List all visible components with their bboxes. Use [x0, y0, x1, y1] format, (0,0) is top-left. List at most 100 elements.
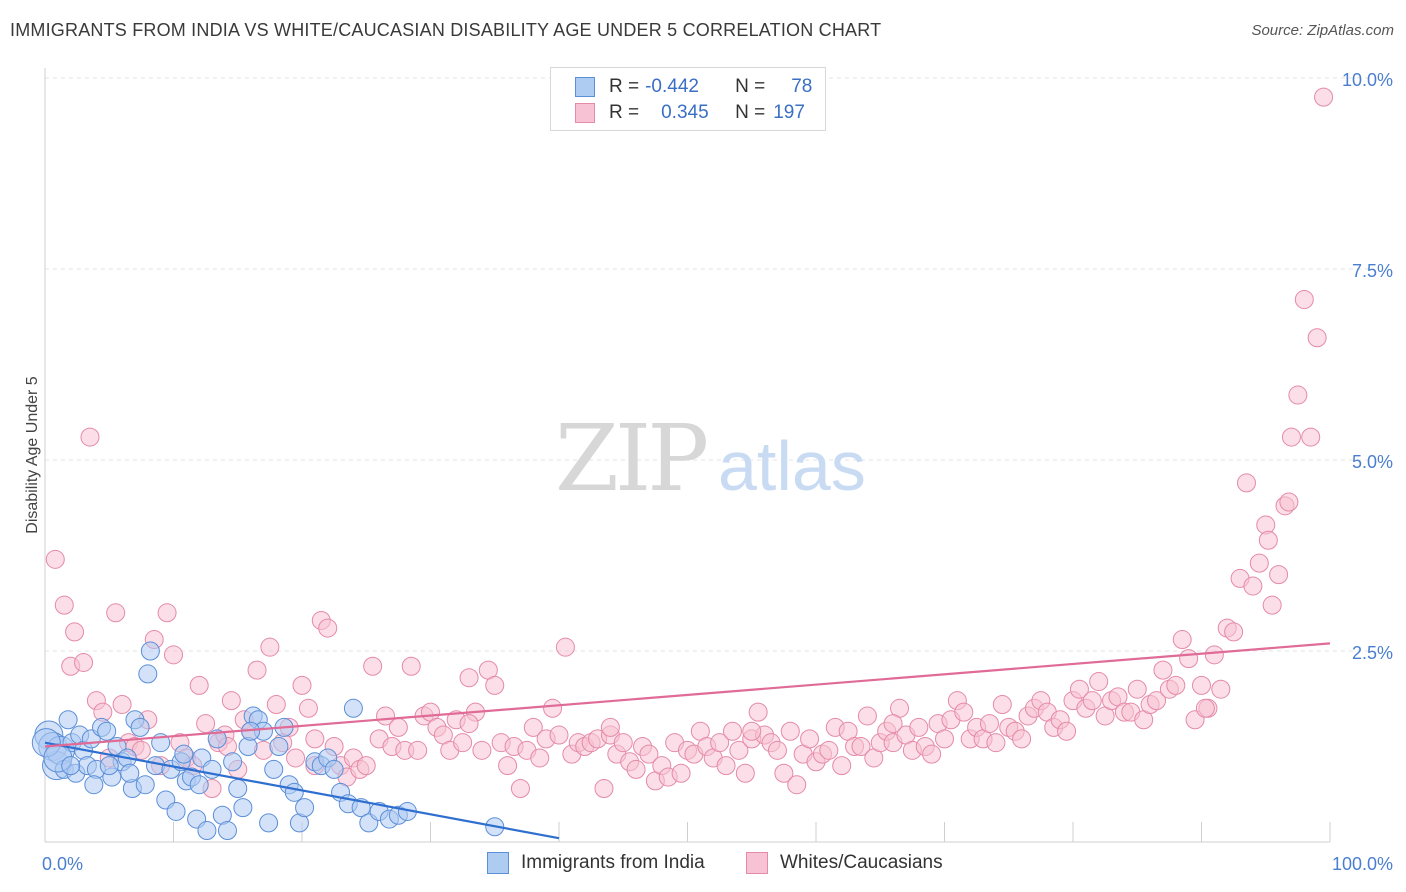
- white-trend-line: [44, 642, 1331, 748]
- white-point: [286, 748, 306, 768]
- white-point: [555, 637, 575, 657]
- y-tick-label: 10.0%: [1342, 70, 1393, 90]
- white-point: [1307, 328, 1327, 348]
- white-point: [388, 717, 408, 737]
- watermark-atlas: atlas: [718, 427, 866, 505]
- white-point: [1166, 675, 1186, 695]
- white-point: [260, 637, 280, 657]
- india-trend-line: [44, 741, 560, 840]
- bottom-legend-label-india: Immigrants from India: [521, 852, 705, 873]
- white-point: [318, 618, 338, 638]
- legend-n-label: N =: [735, 102, 766, 123]
- white-point: [986, 733, 1006, 753]
- white-point: [671, 763, 691, 783]
- white-point: [221, 691, 241, 711]
- white-swatch-icon: [746, 852, 768, 874]
- white-point: [472, 740, 492, 760]
- white-point: [157, 603, 177, 623]
- white-point: [954, 702, 974, 722]
- white-point: [780, 721, 800, 741]
- chart-title: IMMIGRANTS FROM INDIA VS WHITE/CAUCASIAN…: [10, 20, 882, 40]
- white-point: [498, 756, 518, 776]
- white-point: [767, 740, 787, 760]
- white-point: [626, 759, 646, 779]
- white-point: [851, 737, 871, 756]
- india-point: [135, 775, 155, 795]
- india-point: [58, 710, 78, 730]
- white-point: [1243, 576, 1263, 596]
- white-point: [722, 721, 742, 741]
- white-point: [613, 733, 633, 753]
- india-swatch-icon: [575, 77, 595, 97]
- india-point: [264, 759, 284, 779]
- legend-row-india: R = -0.442 N = 78: [575, 76, 812, 98]
- white-point: [1089, 672, 1109, 692]
- legend-r-value-white: 0.345: [661, 102, 709, 123]
- india-point: [228, 779, 248, 799]
- india-point: [130, 717, 150, 737]
- white-point: [1153, 660, 1173, 680]
- white-point: [459, 714, 479, 734]
- india-point: [138, 664, 158, 684]
- correlation-legend: R = -0.442 N = 78 R = 0.345 N = 197: [550, 67, 826, 131]
- bottom-legend-label-white: Whites/Caucasians: [780, 852, 943, 873]
- india-point: [174, 744, 194, 764]
- white-point: [485, 675, 505, 695]
- white-point: [992, 694, 1012, 714]
- white-point: [787, 775, 807, 795]
- y-tick-label: 2.5%: [1352, 643, 1393, 663]
- white-point: [909, 717, 929, 737]
- white-point: [164, 645, 183, 665]
- white-point: [1314, 87, 1334, 107]
- white-point: [600, 717, 620, 737]
- white-point: [1224, 622, 1244, 642]
- india-swatch-icon: [487, 852, 509, 874]
- white-point: [530, 748, 550, 768]
- white-point: [45, 549, 65, 569]
- white-point: [106, 603, 126, 623]
- white-point: [189, 675, 209, 695]
- india-point: [166, 801, 186, 821]
- white-point: [735, 763, 755, 783]
- legend-n-value-white: 197: [773, 102, 805, 123]
- white-point: [883, 714, 903, 734]
- white-point: [543, 698, 563, 718]
- y-axis-label: Disability Age Under 5: [24, 376, 41, 534]
- white-point: [1012, 729, 1032, 749]
- white-point: [1127, 679, 1147, 699]
- white-point: [523, 717, 543, 737]
- white-point: [549, 725, 569, 745]
- white-point: [54, 595, 74, 615]
- white-point: [774, 763, 794, 783]
- y-tick-label: 7.5%: [1352, 261, 1393, 281]
- india-point: [284, 782, 304, 802]
- legend-n-value-india: 78: [791, 76, 813, 97]
- india-point: [324, 759, 344, 779]
- white-point: [1288, 385, 1308, 405]
- white-point: [1236, 473, 1256, 493]
- white-point: [935, 729, 954, 749]
- white-point: [196, 714, 216, 734]
- white-point: [819, 740, 839, 760]
- white-point: [742, 721, 762, 741]
- india-point: [295, 798, 315, 818]
- white-point: [1082, 691, 1102, 711]
- white-point: [80, 427, 100, 447]
- white-point: [112, 694, 132, 714]
- white-point: [266, 694, 286, 714]
- white-point: [1211, 679, 1231, 699]
- white-point: [292, 675, 312, 695]
- white-point: [729, 740, 749, 760]
- x-tick-label: 0.0%: [42, 854, 83, 874]
- india-point: [207, 729, 227, 749]
- white-point: [800, 729, 820, 749]
- white-point: [716, 756, 736, 776]
- bottom-legend: Immigrants from India Whites/Caucasians: [0, 852, 1406, 876]
- white-point: [1258, 530, 1278, 550]
- india-point: [197, 821, 217, 841]
- india-point: [269, 737, 289, 756]
- india-point: [140, 641, 160, 661]
- india-point: [217, 821, 237, 841]
- white-point: [1294, 290, 1314, 310]
- white-point: [1195, 698, 1215, 718]
